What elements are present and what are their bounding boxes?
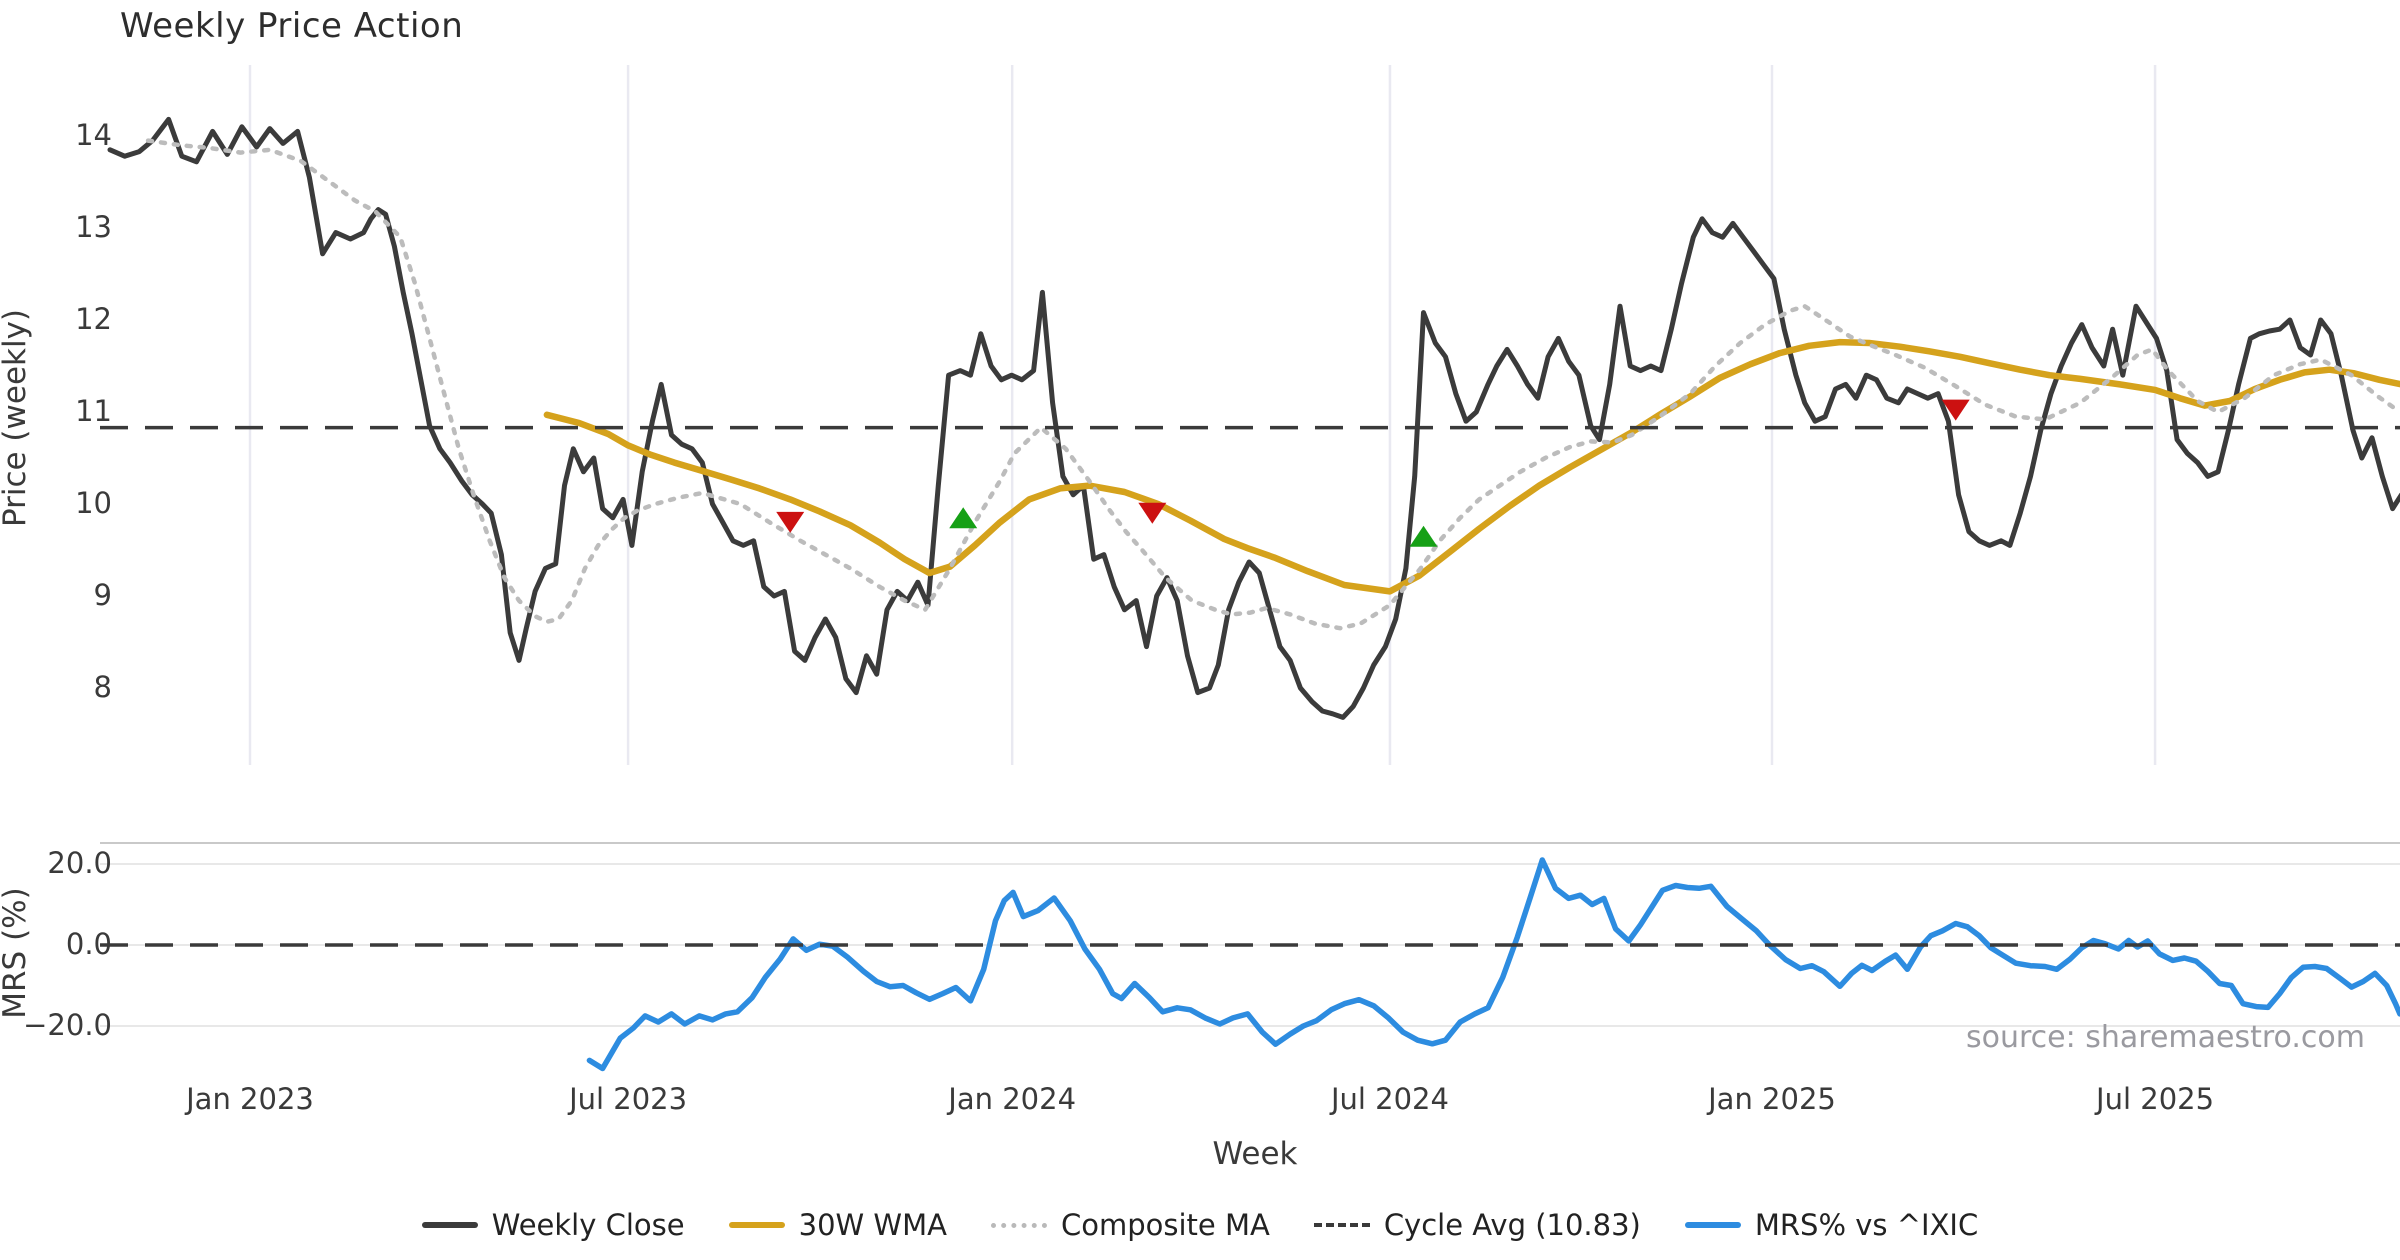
price-tick-label: 13 [75,210,112,244]
legend-item-cycle-avg: Cycle Avg (10.83) [1313,1208,1641,1242]
buy-marker-icon [1409,525,1438,547]
weekly-close-line-swatch-icon [421,1222,478,1228]
legend-label: Cycle Avg (10.83) [1383,1208,1641,1242]
sell-marker-icon [1941,399,1970,421]
buy-marker-icon [949,507,978,529]
price-tick-label: 11 [75,394,112,428]
x-tick-label: Jan 2023 [186,1082,314,1116]
x-tick-label: Jan 2024 [948,1082,1077,1116]
legend-item-composite-ma: Composite MA [990,1208,1270,1242]
mrs-tick-label: 0.0 [65,927,112,961]
cycle-avg-swatch-icon [1313,1223,1370,1227]
x-tick-label: Jul 2025 [2096,1082,2215,1116]
legend-label: MRS% vs ^IXIC [1754,1208,1979,1242]
wma-line-swatch-icon [728,1222,785,1228]
mrs-tick-label: 20.0 [47,846,112,880]
chart-title: Weekly Price Action [120,6,464,46]
x-tick-label: Jul 2023 [569,1082,688,1116]
series-weekly-close [107,116,2400,720]
legend-label: Weekly Close [491,1208,685,1242]
price-tick-label: 14 [75,118,112,152]
legend-item-mrs: MRS% vs ^IXIC [1684,1208,1979,1242]
legend-label: Composite MA [1060,1208,1270,1242]
x-axis-label: Week [1212,1136,1298,1172]
price-tick-label: 9 [93,578,112,612]
mrs-tick-label: −20.0 [23,1008,112,1042]
series-30w-wma [543,338,2400,595]
legend-item-weekly-close: Weekly Close [421,1208,685,1242]
series-composite-ma [145,138,2400,631]
x-tick-label: Jan 2025 [1708,1082,1836,1116]
legend-label: 30W WMA [798,1208,947,1242]
price-tick-label: 10 [75,486,112,520]
composite-ma-swatch-icon [990,1222,1047,1228]
legend-item-30w-wma: 30W WMA [728,1208,947,1242]
source-credit: source: sharemaestro.com [1966,1020,2365,1055]
legend: Weekly Close 30W WMA Composite MA Cycle … [0,1208,2400,1242]
sell-marker-icon [776,511,805,533]
price-tick-label: 12 [75,302,112,336]
sell-marker-icon [1138,502,1167,524]
price-tick-label: 8 [93,670,112,704]
mrs-line-swatch-icon [1684,1222,1741,1228]
x-tick-label: Jul 2024 [1330,1082,1449,1116]
